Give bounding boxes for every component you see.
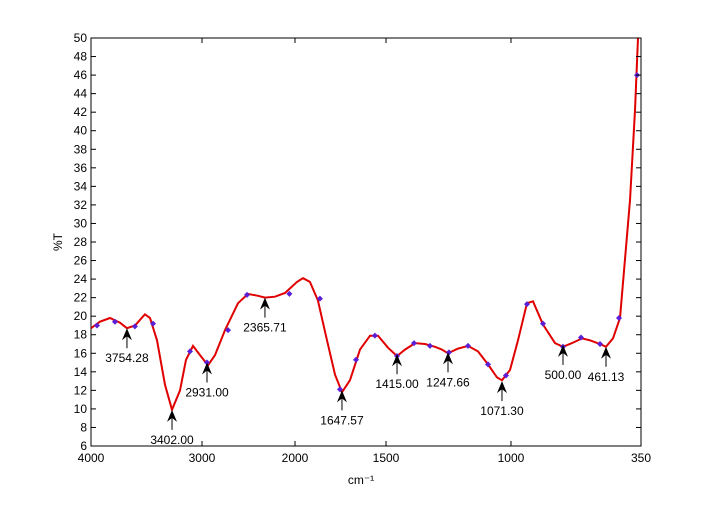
annotation-arrowhead bbox=[202, 362, 213, 375]
data-marker bbox=[131, 323, 138, 330]
y-tick-label: 48 bbox=[74, 50, 88, 64]
data-marker bbox=[427, 342, 434, 349]
data-marker bbox=[523, 301, 530, 308]
y-tick-label: 22 bbox=[74, 291, 88, 305]
data-marker bbox=[336, 386, 343, 393]
annotation-arrowhead bbox=[336, 390, 347, 403]
data-marker bbox=[411, 340, 418, 347]
annotation-arrowhead bbox=[259, 297, 270, 310]
y-tick-label: 12 bbox=[74, 383, 88, 397]
x-tick-label: 1500 bbox=[373, 451, 400, 465]
x-tick-label: 350 bbox=[631, 451, 651, 465]
y-tick-label: 34 bbox=[74, 179, 88, 193]
y-tick-label: 46 bbox=[74, 68, 88, 82]
annotation-label: 500.00 bbox=[545, 368, 582, 382]
y-tick-label: 18 bbox=[74, 328, 88, 342]
data-marker bbox=[539, 320, 546, 327]
annotation-label: 2365.71 bbox=[243, 321, 287, 335]
y-tick-label: 50 bbox=[74, 31, 88, 45]
y-tick-label: 20 bbox=[74, 309, 88, 323]
y-tick-label: 40 bbox=[74, 124, 88, 138]
data-marker bbox=[93, 322, 100, 329]
annotation-arrowhead bbox=[496, 381, 507, 394]
y-tick-label: 28 bbox=[74, 235, 88, 249]
x-tick-label: 2000 bbox=[282, 451, 309, 465]
y-tick-label: 36 bbox=[74, 161, 88, 175]
data-marker bbox=[502, 372, 509, 379]
annotation-arrowhead bbox=[392, 354, 403, 367]
data-marker bbox=[316, 295, 323, 302]
data-marker bbox=[371, 332, 378, 339]
data-marker bbox=[464, 342, 471, 349]
x-tick-label: 4000 bbox=[78, 451, 105, 465]
data-marker bbox=[352, 356, 359, 363]
data-marker bbox=[111, 318, 118, 325]
annotation-arrowhead bbox=[557, 344, 568, 357]
y-tick-label: 38 bbox=[74, 142, 88, 156]
annotation-label: 1247.66 bbox=[426, 375, 470, 389]
data-marker bbox=[484, 361, 491, 368]
annotation-label: 3402.00 bbox=[150, 433, 194, 447]
spectrum-line bbox=[91, 38, 639, 413]
annotation-arrowhead bbox=[121, 328, 132, 341]
data-marker bbox=[150, 320, 157, 327]
y-tick-label: 10 bbox=[74, 402, 88, 416]
y-tick-label: 14 bbox=[74, 365, 88, 379]
y-tick-label: 32 bbox=[74, 198, 88, 212]
x-tick-label: 3000 bbox=[189, 451, 216, 465]
y-tick-label: 16 bbox=[74, 346, 88, 360]
data-marker bbox=[577, 334, 584, 341]
data-marker bbox=[244, 291, 251, 298]
plot-frame bbox=[90, 37, 642, 447]
y-tick-label: 42 bbox=[74, 105, 88, 119]
data-marker bbox=[187, 348, 194, 355]
y-axis-label: %T bbox=[51, 232, 65, 251]
x-tick-label: 1000 bbox=[498, 451, 525, 465]
y-tick-label: 44 bbox=[74, 87, 88, 101]
y-tick-label: 8 bbox=[80, 420, 87, 434]
data-marker bbox=[286, 290, 293, 297]
annotation-arrowhead bbox=[167, 409, 178, 422]
annotation-label: 1071.30 bbox=[480, 404, 524, 418]
x-axis-label: cm⁻¹ bbox=[348, 473, 374, 487]
data-marker bbox=[615, 315, 622, 322]
annotation-label: 3754.28 bbox=[105, 351, 149, 365]
data-marker bbox=[596, 341, 603, 347]
y-tick-label: 30 bbox=[74, 216, 88, 230]
annotation-arrowhead bbox=[600, 346, 611, 359]
y-tick-label: 6 bbox=[80, 439, 87, 453]
annotation-label: 1647.57 bbox=[320, 413, 364, 427]
annotation-label: 461.13 bbox=[588, 370, 625, 384]
annotation-label: 2931.00 bbox=[185, 386, 229, 400]
annotation-arrowhead bbox=[443, 352, 454, 365]
annotation-label: 1415.00 bbox=[375, 377, 419, 391]
y-tick-label: 24 bbox=[74, 272, 88, 286]
y-tick-label: 26 bbox=[74, 254, 88, 268]
data-marker bbox=[225, 327, 232, 334]
